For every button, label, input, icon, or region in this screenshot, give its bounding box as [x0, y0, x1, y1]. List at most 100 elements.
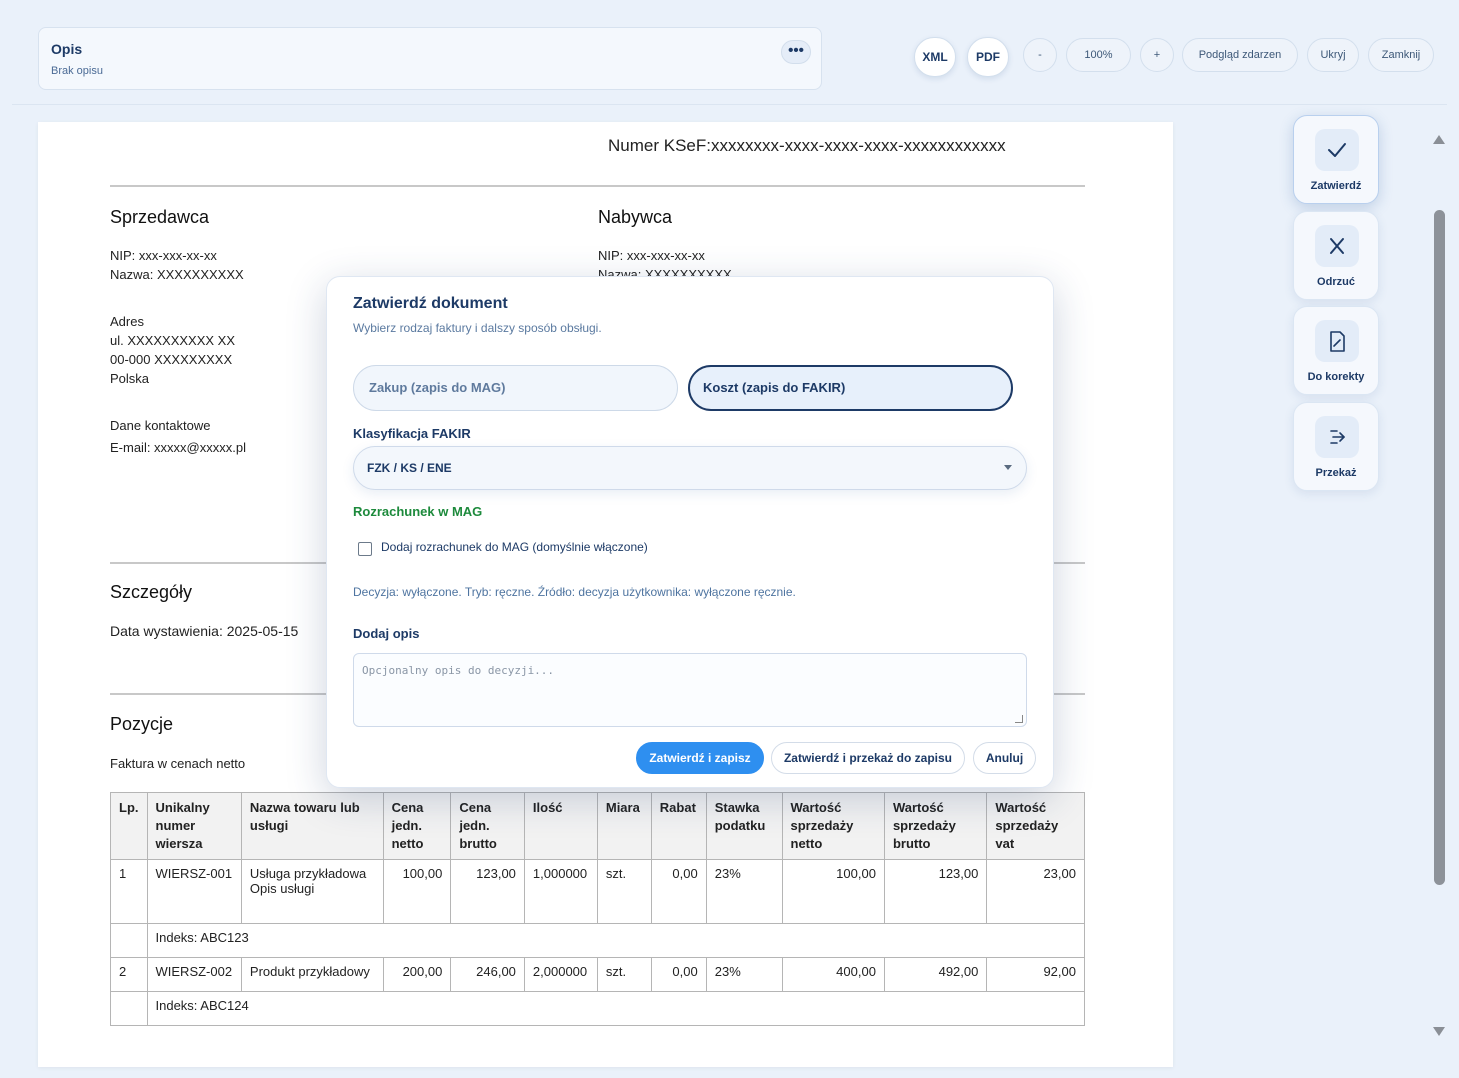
cell-value-net: 400,00	[781, 957, 885, 992]
zoom-out-button[interactable]: -	[1023, 38, 1057, 72]
description-panel: Opis Brak opisu •••	[38, 27, 822, 90]
section-divider	[110, 185, 1085, 187]
description-placeholder: Opcjonalny opis do decyzji...	[362, 664, 555, 677]
cell-quantity: 2,000000	[523, 957, 598, 992]
decision-info: Decyzja: wyłączone. Tryb: ręczne. Źródło…	[353, 585, 796, 599]
table-index-row: Indeks: ABC124	[110, 991, 1085, 1026]
header-divider	[12, 104, 1447, 105]
cell-discount: 0,00	[650, 859, 707, 924]
check-icon	[1315, 129, 1359, 171]
xml-button[interactable]: XML	[914, 37, 956, 77]
description-subtitle: Brak opisu	[51, 65, 103, 77]
correction-action[interactable]: Do korekty	[1293, 306, 1379, 395]
address-line-3: Polska	[110, 371, 150, 386]
correction-label: Do korekty	[1307, 371, 1365, 383]
cell-unit: szt.	[596, 957, 652, 992]
reject-action[interactable]: Odrzuć	[1293, 211, 1379, 300]
forward-label: Przekaż	[1315, 467, 1357, 479]
events-preview-button[interactable]: Podgląd zdarzen	[1182, 38, 1298, 72]
cell-unit-net: 100,00	[382, 859, 452, 924]
seller-nip: NIP: xxx-xxx-xx-xx	[110, 248, 217, 263]
buyer-heading: Nabywca	[598, 207, 673, 227]
forward-action[interactable]: Przekaż	[1293, 402, 1379, 491]
dialog-title: Zatwierdź dokument	[353, 295, 508, 312]
settlement-checkbox[interactable]	[358, 542, 372, 556]
cancel-button[interactable]: Anuluj	[973, 742, 1036, 774]
column-header: Nazwa towaru lub usługi	[240, 792, 384, 860]
hide-button[interactable]: Ukryj	[1307, 38, 1359, 72]
buyer-nip: NIP: xxx-xxx-xx-xx	[598, 248, 705, 263]
cell-unit-gross: 123,00	[450, 859, 525, 924]
cell-lp: 2	[110, 957, 148, 992]
cell-name: Produkt przykładowy	[240, 957, 384, 992]
column-header: Cena jedn. netto	[382, 792, 452, 860]
zoom-level[interactable]: 100%	[1066, 38, 1131, 72]
cell-unit-gross: 246,00	[450, 957, 525, 992]
scroll-up-arrow[interactable]	[1433, 135, 1445, 144]
more-options-button[interactable]: •••	[781, 40, 811, 64]
settlement-heading: Rozrachunek w MAG	[353, 504, 483, 519]
approve-forward-button[interactable]: Zatwierdź i przekaż do zapisu	[771, 742, 965, 774]
cell-empty	[110, 991, 148, 1026]
document-edit-icon	[1315, 320, 1359, 362]
approve-action[interactable]: Zatwierdź	[1293, 115, 1379, 204]
settlement-checkbox-label[interactable]: Dodaj rozrachunek do MAG (domyślnie włąc…	[381, 540, 648, 554]
table-row: 2 WIERSZ-002 Produkt przykładowy 200,00 …	[110, 957, 1085, 992]
cell-discount: 0,00	[650, 957, 707, 992]
details-heading: Szczegóły	[110, 582, 193, 602]
column-header: Ilość	[523, 792, 598, 860]
purchase-option[interactable]: Zakup (zapis do MAG)	[353, 365, 678, 411]
column-header: Wartość sprzedaży brutto	[883, 792, 988, 860]
seller-name: Nazwa: XXXXXXXXXX	[110, 267, 244, 282]
items-note: Faktura w cenach netto	[110, 756, 246, 771]
pdf-button[interactable]: PDF	[967, 37, 1009, 77]
seller-heading: Sprzedawca	[110, 207, 210, 227]
classification-select[interactable]: FZK / KS / ENE	[353, 446, 1027, 490]
column-header: Lp.	[110, 792, 148, 860]
description-label: Dodaj opis	[353, 626, 420, 641]
cell-value-vat: 23,00	[986, 859, 1085, 924]
cell-empty	[110, 923, 148, 958]
cell-value-vat: 92,00	[986, 957, 1085, 992]
contact-heading: Dane kontaktowe	[110, 418, 211, 433]
cell-vat-rate: 23%	[705, 957, 783, 992]
item-description: Opis usługi	[249, 881, 315, 896]
items-heading: Pozycje	[110, 714, 174, 734]
table-header-row: Lp. Unikalny numer wiersza Nazwa towaru …	[110, 792, 1085, 860]
chevron-down-icon	[1004, 465, 1012, 470]
cell-index: Indeks: ABC123	[146, 923, 1085, 958]
address-line-2: 00-000 XXXXXXXXX	[110, 352, 233, 367]
forward-arrow-icon	[1315, 416, 1359, 458]
resize-handle-icon[interactable]	[1015, 715, 1023, 723]
items-table: Lp. Unikalny numer wiersza Nazwa towaru …	[110, 792, 1085, 1026]
cost-option[interactable]: Koszt (zapis do FAKIR)	[688, 365, 1013, 411]
column-header: Wartość sprzedaży netto	[781, 792, 885, 860]
approve-label: Zatwierdź	[1310, 180, 1362, 192]
address-line-1: ul. XXXXXXXXXX XX	[110, 333, 236, 348]
table-row: 1 WIERSZ-001 Usługa przykładowa Opis usł…	[110, 859, 1085, 924]
cell-unit-net: 200,00	[382, 957, 452, 992]
classification-label: Klasyfikacja FAKIR	[353, 426, 471, 441]
cell-value-gross: 123,00	[883, 859, 988, 924]
item-name: Usługa przykładowa	[249, 866, 367, 881]
column-header: Wartość sprzedaży vat	[986, 792, 1085, 860]
issue-date: Data wystawienia: 2025-05-15	[110, 623, 299, 639]
cell-vat-rate: 23%	[705, 859, 783, 924]
address-heading: Adres	[110, 314, 144, 329]
ksef-number: Numer KSeF:xxxxxxxx-xxxx-xxxx-xxxx-xxxxx…	[608, 136, 1006, 155]
classification-value: FZK / KS / ENE	[367, 461, 452, 475]
dialog-subtitle: Wybierz rodzaj faktury i dalszy sposób o…	[353, 321, 602, 335]
contact-email: E-mail: xxxxx@xxxxx.pl	[110, 440, 246, 455]
scroll-down-arrow[interactable]	[1433, 1027, 1445, 1036]
column-header: Miara	[596, 792, 652, 860]
close-button[interactable]: Zamknij	[1368, 38, 1434, 72]
scrollbar-thumb[interactable]	[1434, 210, 1445, 885]
description-textarea[interactable]: Opcjonalny opis do decyzji...	[353, 653, 1027, 727]
zoom-in-button[interactable]: +	[1140, 38, 1174, 72]
approve-document-dialog: Zatwierdź dokument Wybierz rodzaj faktur…	[326, 276, 1054, 788]
approve-save-button[interactable]: Zatwierdź i zapisz	[636, 742, 764, 774]
cell-quantity: 1,000000	[523, 859, 598, 924]
cell-lp: 1	[110, 859, 148, 924]
cell-id: WIERSZ-002	[146, 957, 242, 992]
column-header: Unikalny numer wiersza	[146, 792, 242, 860]
